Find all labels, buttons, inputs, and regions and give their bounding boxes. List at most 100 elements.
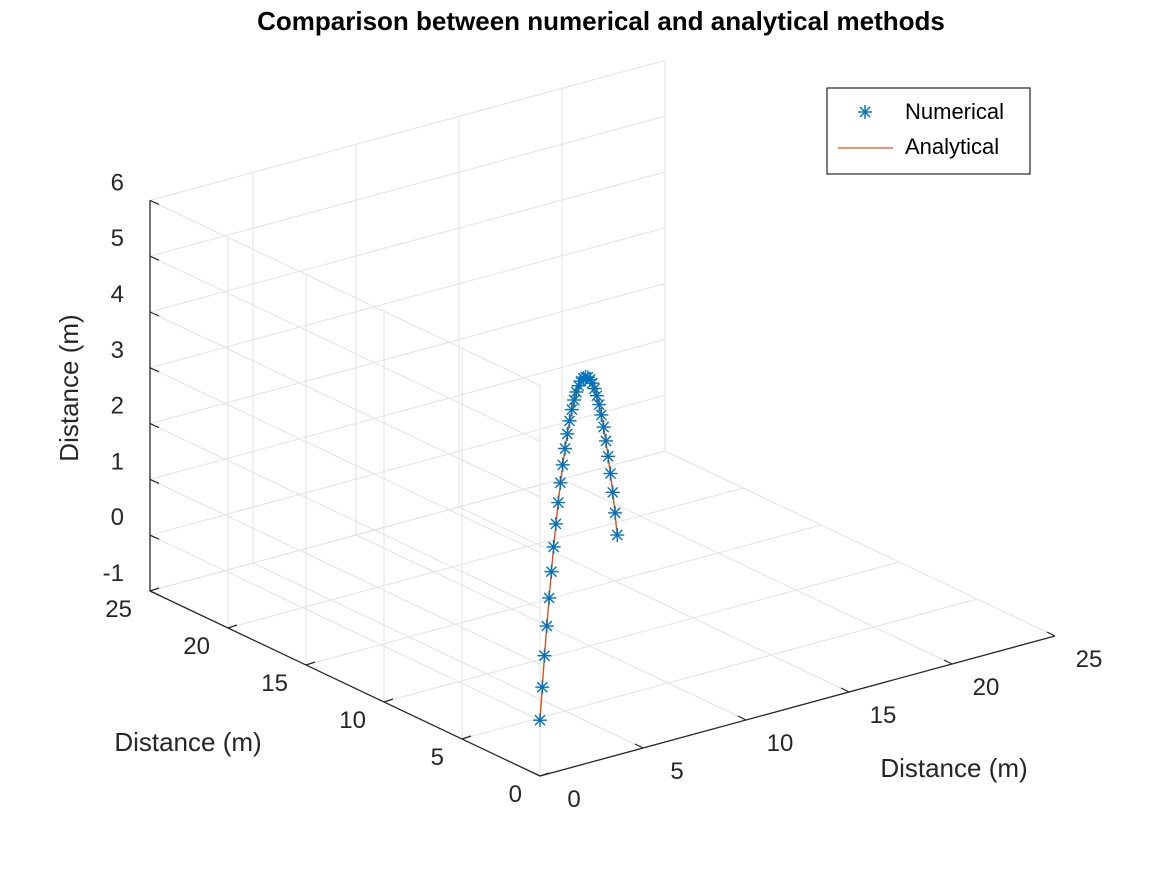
wall-gridline-horizontal [149,255,541,442]
legend-label-analytical: Analytical [905,134,999,159]
y-tick [227,624,238,629]
z-tick-label: 6 [111,169,124,196]
z-tick [149,423,160,429]
z-tick-label: 4 [111,281,124,308]
floor-gridline-x [355,534,747,721]
z-tick [149,367,160,373]
x-tick-label: 5 [670,758,683,785]
wall-gridline-horizontal [149,199,541,386]
numerical-point [610,528,625,543]
numerical-point [592,397,607,412]
wall-gridline-horizontal [149,534,541,721]
numerical-point [544,564,559,579]
y-tick-label: 20 [183,633,210,660]
numerical-point [603,466,618,481]
floor-gridline-y [383,561,900,703]
z-tick [149,199,160,205]
floor-gridline-x [664,450,1056,637]
numerical-point [589,388,604,403]
z-axis-label: Distance (m) [54,314,84,461]
x-tick [840,687,850,693]
numerical-point [548,516,563,531]
numerical-point [562,413,577,428]
numerical-point [546,539,561,554]
y-tick [149,587,160,592]
floor-gridline-y [227,487,744,629]
legend: Numerical Analytical [826,87,1031,175]
floor-gridline-x [458,506,850,693]
x-tick [1046,631,1056,637]
z-tick [149,590,160,596]
numerical-point [594,407,609,422]
wall-gridline-horizontal [149,311,541,498]
x-tick [943,659,953,665]
axes: 0 5 10 15 20 25 0 5 10 15 20 25 -1 0 1 2 3 4 5 6 Distance (m… [54,169,1102,813]
gridlines [149,59,1056,777]
x-tick [531,771,541,777]
y-tick [305,661,316,666]
y-tick-label: 15 [261,670,288,697]
y-tick [461,735,472,740]
x-tick [634,743,644,749]
numerical-point [560,426,575,441]
numerical-point [539,619,554,634]
numerical-point [535,680,550,695]
wall-gridline-horizontal [149,394,666,536]
wall-gridline-horizontal [149,478,541,665]
z-tick [149,478,160,484]
x-axis-label: Distance (m) [880,753,1027,783]
z-tick [149,534,160,540]
x-tick-label: 20 [973,674,1000,701]
numerical-point [542,590,557,605]
floor-gridline-y [305,524,822,666]
wall-gridline-horizontal [149,338,666,480]
numerical-point [558,441,573,456]
numerical-point [551,495,566,510]
x-tick [737,715,747,721]
numerical-point [567,392,582,407]
numerical-point [596,420,611,435]
wall-gridline-horizontal [149,115,666,257]
x-tick-label: 0 [567,786,580,813]
y-tick-label: 0 [509,781,522,808]
x-axis-line [539,635,1056,777]
numerical-point [601,449,616,464]
z-tick-label: 5 [111,225,124,252]
numerical-point [555,457,570,472]
legend-box [826,87,1031,175]
y-tick [383,698,394,703]
floor-gridline-y [461,598,978,740]
numerical-point [553,475,568,490]
z-tick-label: -1 [103,560,124,587]
x-tick-label: 10 [767,730,794,757]
x-tick-label: 25 [1076,646,1103,673]
z-tick [149,311,160,317]
legend-asterisk-icon [858,105,872,119]
wall-gridline-horizontal [149,171,666,313]
wall-gridline-horizontal [149,450,666,592]
legend-marker-numerical [858,105,872,119]
y-tick-label: 5 [431,744,444,771]
legend-label-numerical: Numerical [905,99,1004,124]
floor-gridline-x [561,478,953,665]
numerical-point [608,505,623,520]
z-tick [149,255,160,261]
z-tick-label: 2 [111,393,124,420]
y-axis-line [149,590,541,777]
y-axis-label: Distance (m) [114,727,261,757]
wall-gridline-horizontal [149,423,541,610]
y-tick [539,772,550,777]
plot-area [533,369,625,728]
z-tick-label: 1 [111,448,124,475]
wall-gridline-horizontal [149,227,666,369]
wall-gridline-horizontal [149,59,666,201]
numerical-point [585,376,600,391]
numerical-point [533,713,547,728]
y-tick-label: 25 [105,596,132,623]
x-tick-label: 15 [870,702,897,729]
wall-gridline-horizontal [149,283,666,425]
z-tick-label: 3 [111,337,124,364]
numerical-point [569,384,584,399]
numerical-point [598,433,613,448]
